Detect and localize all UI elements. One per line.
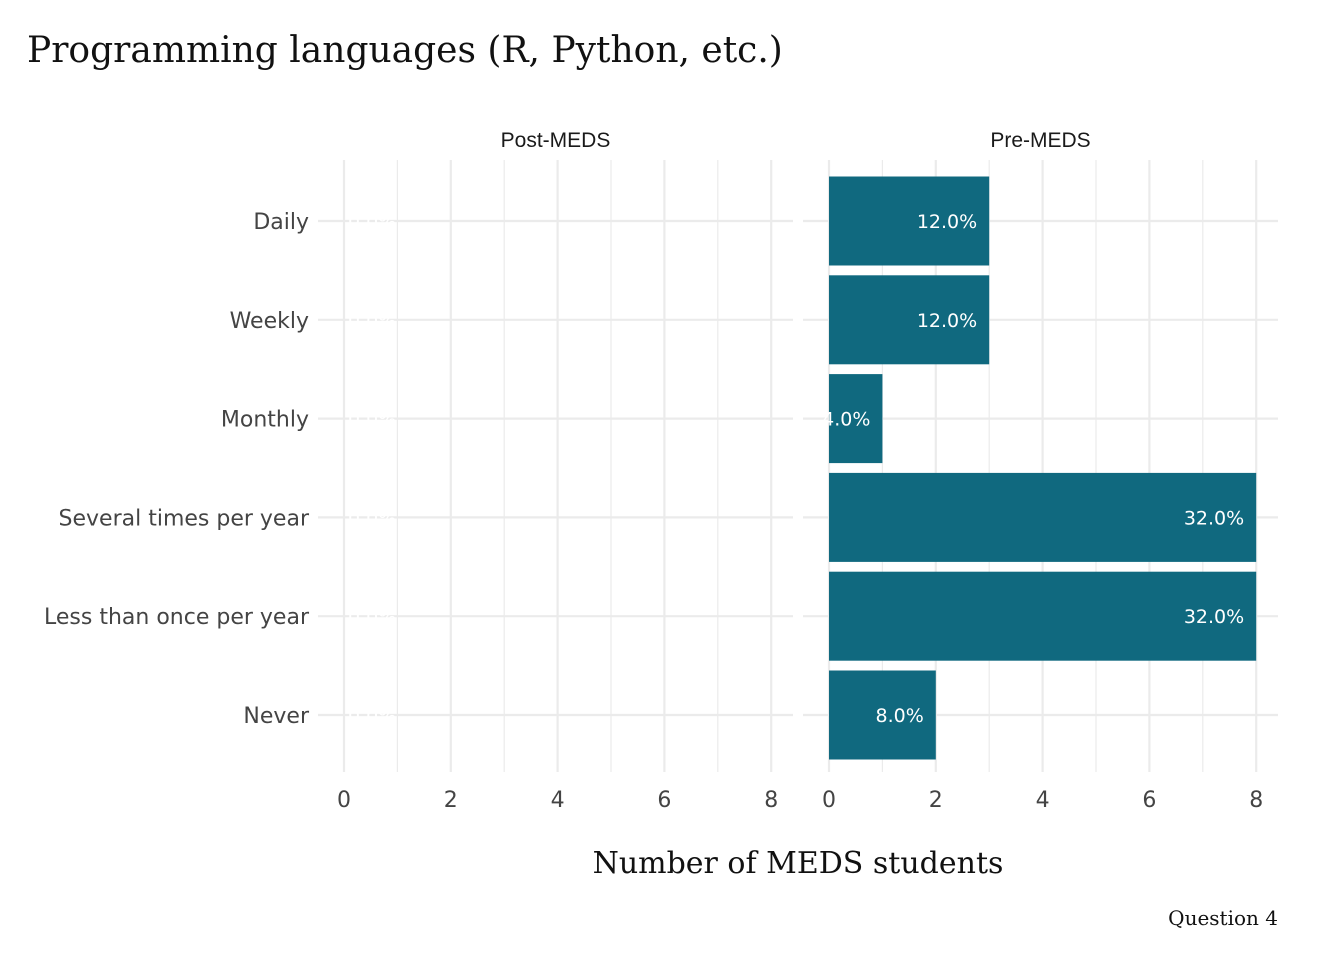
y-tick-label: Monthly [221, 408, 309, 433]
bar-data-label: 0.0% [348, 507, 396, 529]
y-tick-label: Less than once per year [44, 605, 310, 630]
bar [829, 176, 990, 266]
bar [829, 670, 936, 760]
x-tick-label: 6 [657, 788, 671, 813]
x-axis-label: Number of MEDS students [592, 846, 1004, 881]
y-tick-label: Never [243, 704, 310, 729]
bar-data-label: 0.0% [348, 310, 396, 332]
x-tick-label: 4 [551, 788, 565, 813]
x-tick-label: 2 [929, 788, 943, 813]
bar-data-label: 8.0% [876, 705, 924, 727]
bar-data-label: 0.0% [348, 606, 396, 628]
bar-data-label: 0.0% [348, 211, 396, 233]
facet-strip-label: Pre-MEDS [990, 129, 1090, 152]
y-tick-label: Weekly [230, 309, 309, 334]
bar-data-label: 12.0% [917, 211, 977, 233]
bar-data-label: 4.0% [822, 409, 870, 431]
x-tick-label: 8 [1249, 788, 1263, 813]
chart-title: Programming languages (R, Python, etc.) [27, 30, 783, 71]
chart-caption: Question 4 [1168, 906, 1278, 930]
bar [829, 374, 883, 464]
bar [829, 275, 990, 365]
bar-data-label: 0.0% [348, 409, 396, 431]
x-tick-label: 0 [822, 788, 836, 813]
bar-data-label: 32.0% [1184, 507, 1244, 529]
bar [829, 472, 1257, 562]
x-tick-label: 6 [1142, 788, 1156, 813]
bar-data-label: 12.0% [917, 310, 977, 332]
bar [829, 571, 1257, 661]
y-tick-label: Several times per year [59, 506, 310, 531]
y-tick-label: Daily [253, 210, 309, 235]
bar-data-label: 0.0% [348, 705, 396, 727]
x-tick-label: 0 [337, 788, 351, 813]
facet-strip-label: Post-MEDS [501, 129, 611, 152]
bar-data-label: 32.0% [1184, 606, 1244, 628]
x-tick-label: 8 [764, 788, 778, 813]
x-tick-label: 4 [1036, 788, 1050, 813]
x-tick-label: 2 [444, 788, 458, 813]
